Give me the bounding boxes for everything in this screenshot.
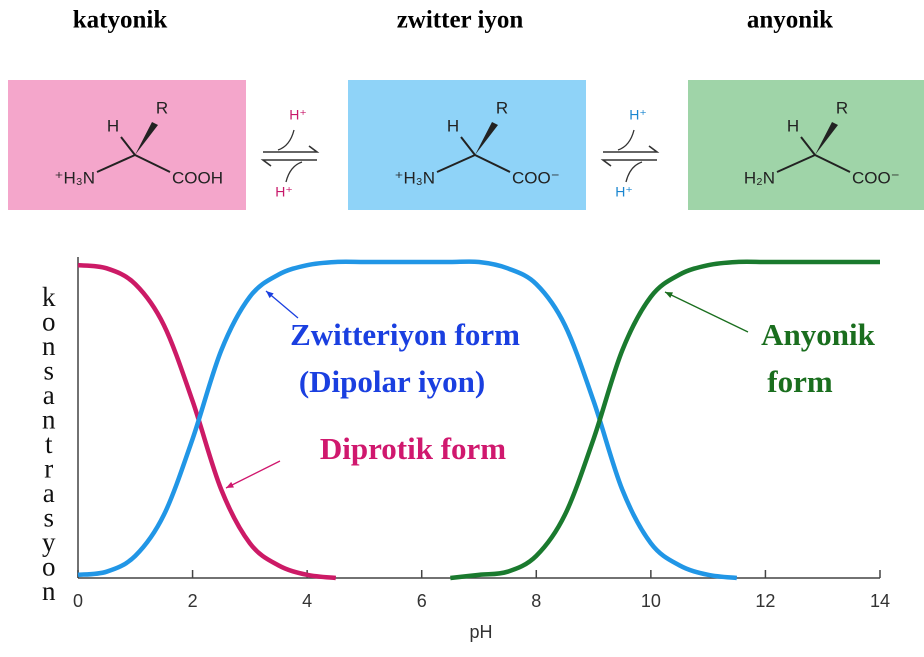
group-label: COO⁻ [512, 168, 560, 187]
x-tick-label: 8 [531, 591, 541, 611]
proton-arrow [277, 129, 295, 151]
bond [460, 136, 476, 156]
wedge-bond [135, 122, 158, 155]
equilibrium-arrow [600, 159, 657, 167]
equilibrium-arrow [603, 145, 660, 153]
proton-arrow [285, 161, 303, 183]
group-label: ⁺H₃N [395, 168, 435, 187]
pointer [225, 460, 281, 489]
x-tick-label: 10 [641, 591, 661, 611]
header-label: katyonik [73, 7, 168, 34]
annotation: (Dipolar iyon) [299, 364, 485, 399]
bond [814, 154, 851, 173]
y-axis-label: konsantrasyon [34, 282, 64, 601]
pointer-head [226, 481, 234, 488]
bond [96, 154, 136, 173]
bond [474, 154, 511, 173]
atom-label: R [496, 98, 508, 117]
annotation: Anyonik [761, 317, 875, 352]
bond [776, 154, 816, 173]
annotation: form [767, 364, 833, 399]
proton-label: H⁺ [629, 107, 647, 123]
group-label: COOH [172, 168, 223, 187]
bond [800, 136, 816, 156]
plot: 0 2 4 6 8 10 12 14 pH konsantrasyon Zwitteriyon fo… [34, 257, 890, 642]
pointer-head [665, 292, 673, 299]
atom-label: R [156, 98, 168, 117]
x-tick-label: 6 [417, 591, 427, 611]
equilibrium-arrow [260, 159, 317, 167]
x-tick-label: 14 [870, 591, 890, 611]
structures: H R ⁺H₃N COOH H R ⁺H₃N COO⁻ H R H₂N COO⁻ H⁺ H⁺ H⁺ H⁺ [8, 80, 924, 210]
atom-label: H [107, 116, 119, 135]
equilibrium-arrow [263, 145, 320, 153]
bond [436, 154, 476, 173]
proton-label: H⁺ [289, 107, 307, 123]
proton-arrow [617, 129, 635, 151]
x-axis-label: pH [469, 622, 492, 642]
group-label: COO⁻ [852, 168, 900, 187]
wedge-bond [815, 122, 838, 155]
curve [77, 262, 337, 581]
annotation: Diprotik form [320, 431, 506, 466]
group-label: H₂N [744, 168, 775, 187]
bond [120, 136, 136, 156]
header-label: anyonik [747, 7, 833, 34]
curve [77, 259, 738, 581]
wedge-bond [475, 122, 498, 155]
pointer-head [266, 291, 274, 299]
bond [134, 154, 171, 173]
x-tick-label: 12 [755, 591, 775, 611]
atom-label: H [447, 116, 459, 135]
atom-label: H [787, 116, 799, 135]
proton-arrow [625, 161, 643, 183]
group-label: ⁺H₃N [55, 168, 95, 187]
proton-label: H⁺ [615, 184, 633, 200]
x-tick-label: 4 [302, 591, 312, 611]
curve [450, 259, 880, 581]
annotation: Zwitteriyon form [290, 317, 520, 352]
pointer [664, 291, 749, 333]
proton-label: H⁺ [275, 184, 293, 200]
x-tick-label: 2 [188, 591, 198, 611]
atom-label: R [836, 98, 848, 117]
header-label: zwitter iyon [397, 7, 524, 34]
x-tick-label: 0 [73, 591, 83, 611]
